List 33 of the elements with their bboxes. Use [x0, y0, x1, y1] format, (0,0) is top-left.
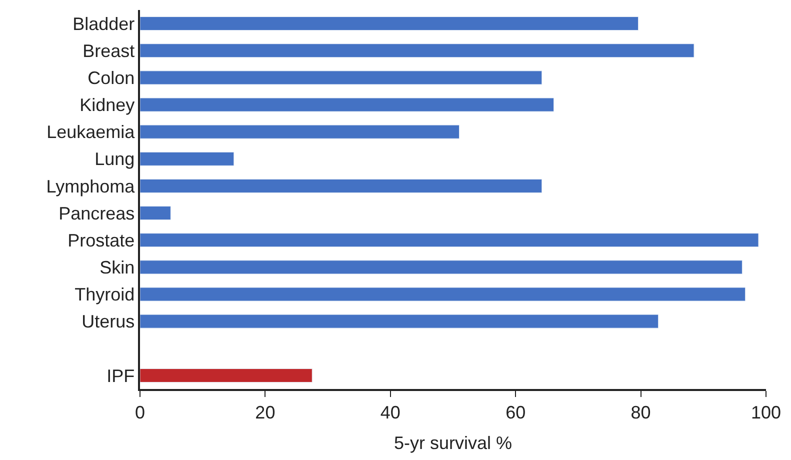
bar [140, 260, 742, 274]
x-tick-label: 20 [255, 402, 276, 422]
x-tick-label: 40 [380, 402, 400, 422]
bar [140, 98, 554, 112]
bar [140, 70, 542, 85]
y-tick-label: Lymphoma [46, 176, 136, 196]
bar [140, 124, 460, 139]
y-tick-label: Lung [94, 149, 135, 170]
x-axis-title: 5-yr survival % [394, 432, 512, 453]
y-tick-label: Colon [88, 68, 135, 88]
x-tick-label: 0 [134, 402, 146, 422]
bar [140, 233, 759, 248]
y-tick-label: IPF [106, 366, 135, 386]
bar [140, 314, 659, 328]
bar [140, 178, 542, 193]
bar [140, 16, 639, 31]
bar [140, 206, 171, 220]
bar [140, 152, 234, 166]
x-tick-label: 60 [506, 402, 526, 422]
y-tick-label: Pancreas [58, 203, 135, 224]
y-tick-label: Prostate [68, 230, 135, 250]
x-tick-label: 100 [750, 402, 782, 422]
y-tick-label: Kidney [80, 95, 135, 116]
bar [140, 287, 746, 302]
x-tick-label: 80 [630, 402, 651, 422]
y-tick-label: Leukaemia [46, 122, 136, 142]
y-tick-label: Uterus [82, 312, 135, 332]
y-tick-label: Breast [82, 40, 135, 61]
y-tick-label: Thyroid [74, 284, 135, 305]
y-tick-label: Bladder [72, 14, 135, 34]
bar [140, 368, 312, 382]
y-tick-label: Skin [100, 257, 135, 278]
bar [140, 44, 694, 58]
